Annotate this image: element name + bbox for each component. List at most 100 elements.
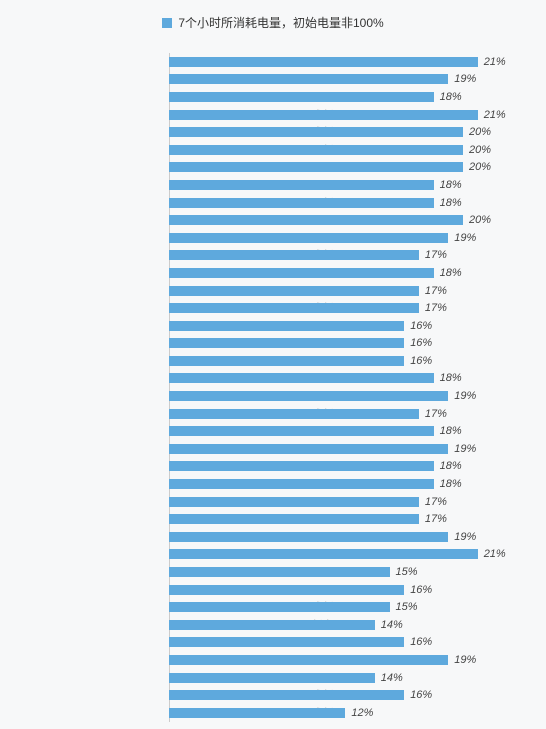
value-label: 17% [425, 513, 447, 525]
value-label: 16% [410, 337, 432, 349]
chart-row: iOS 16.1 Beta 119% [169, 387, 512, 405]
bar [169, 532, 448, 542]
value-label: 19% [454, 232, 476, 244]
value-label: 18% [440, 372, 462, 384]
chart-row: iOS 16.3 Beta 118% [169, 176, 512, 194]
value-label: 18% [440, 197, 462, 209]
bar-area: 21% [169, 546, 512, 564]
bar-area: 15% [169, 598, 512, 616]
bar-area: 14% [169, 669, 512, 687]
bar [169, 549, 478, 559]
value-label: 17% [425, 249, 447, 261]
bar [169, 198, 434, 208]
chart-row: iOS 16 Beta 619% [169, 440, 512, 458]
value-label: 20% [469, 161, 491, 173]
bar [169, 233, 448, 243]
legend-swatch [162, 18, 172, 28]
chart-row: iOS16.2 RC版18% [169, 194, 512, 212]
bar [169, 479, 434, 489]
value-label: 17% [425, 285, 447, 297]
bar-area: 16% [169, 352, 512, 370]
bar [169, 92, 434, 102]
chart-row: iOS 16.1 Beta 516% [169, 317, 512, 335]
value-label: 21% [484, 56, 506, 68]
chart-row: iOS 16 Beta 418% [169, 475, 512, 493]
bar [169, 637, 404, 647]
bar [169, 690, 404, 700]
bar [169, 145, 463, 155]
bar [169, 180, 434, 190]
bar-area: 17% [169, 405, 512, 423]
value-label: 19% [454, 443, 476, 455]
chart-row: iOS 16 Beta 317% [169, 510, 512, 528]
chart-row: iOS 15.5正式版15% [169, 598, 512, 616]
chart-row: iOS 16.1 Beta 218% [169, 370, 512, 388]
legend-label: 7个小时所消耗电量，初始电量非100% [178, 14, 383, 31]
bar-area: 20% [169, 159, 512, 177]
chart-row: iOS 16.4 Beta 219% [169, 71, 512, 89]
bar-area: 21% [169, 53, 512, 71]
bar [169, 708, 345, 718]
value-label: 20% [469, 214, 491, 226]
chart-row: iOS 16.1 Beta 416% [169, 335, 512, 353]
chart-row: iOS 16.4 Beta 118% [169, 88, 512, 106]
bar-area: 17% [169, 299, 512, 317]
value-label: 21% [484, 548, 506, 560]
value-label: 15% [396, 566, 418, 578]
value-label: 18% [440, 267, 462, 279]
bar [169, 250, 419, 260]
bar-area: 20% [169, 211, 512, 229]
bar-area: 19% [169, 387, 512, 405]
bar-area: 16% [169, 634, 512, 652]
bar [169, 321, 404, 331]
bar [169, 303, 419, 313]
bar [169, 162, 463, 172]
chart-row: iOS 16.2 Beta 218% [169, 264, 512, 282]
chart-container: 7个小时所消耗电量，初始电量非100% iOS 16.4 Beta 321%iO… [0, 0, 546, 729]
bar [169, 620, 375, 630]
value-label: 18% [440, 478, 462, 490]
bar [169, 110, 478, 120]
chart-row: iOS 16.3正式版20% [169, 123, 512, 141]
chart-row: iOS 16 Beta 3'17% [169, 493, 512, 511]
value-label: 16% [410, 355, 432, 367]
chart-row: iOS 16.3.1正式版21% [169, 106, 512, 124]
bar-area: 18% [169, 88, 512, 106]
chart-row: iOS 16.3 Beta 220% [169, 159, 512, 177]
value-label: 14% [381, 672, 403, 684]
bar-area: 12% [169, 704, 512, 722]
bar-chart: iOS 16.4 Beta 321%iOS 16.4 Beta 219%iOS … [0, 53, 546, 722]
bar-area: 18% [169, 458, 512, 476]
bar-area: 20% [169, 123, 512, 141]
bar [169, 391, 448, 401]
bar-area: 16% [169, 581, 512, 599]
bar-area: 20% [169, 141, 512, 159]
bar [169, 215, 463, 225]
value-label: 21% [484, 109, 506, 121]
bar [169, 426, 434, 436]
value-label: 16% [410, 689, 432, 701]
value-label: 19% [454, 531, 476, 543]
bar [169, 373, 434, 383]
chart-row: iOS 16.2 Beta 319% [169, 229, 512, 247]
chart-legend: 7个小时所消耗电量，初始电量非100% [0, 14, 546, 31]
bar [169, 268, 434, 278]
value-label: 18% [440, 425, 462, 437]
chart-row: iOS 16 Beta 121% [169, 546, 512, 564]
bar [169, 585, 404, 595]
bar-area: 18% [169, 370, 512, 388]
bar-area: 19% [169, 528, 512, 546]
bar-area: 16% [169, 317, 512, 335]
bar [169, 127, 463, 137]
value-label: 19% [454, 390, 476, 402]
bar [169, 444, 448, 454]
bar-area: 17% [169, 282, 512, 300]
bar-area: 17% [169, 493, 512, 511]
bar-area: 14% [169, 616, 512, 634]
chart-row: iOS 15.6 Beta 116% [169, 581, 512, 599]
chart-row: iOS 15.5 RC版本14% [169, 616, 512, 634]
bar-area: 18% [169, 422, 512, 440]
chart-row: iOS 15.5 Beta 214% [169, 669, 512, 687]
chart-row: iOS 16 Beta 718% [169, 422, 512, 440]
chart-row: iOS 16正式版17% [169, 405, 512, 423]
